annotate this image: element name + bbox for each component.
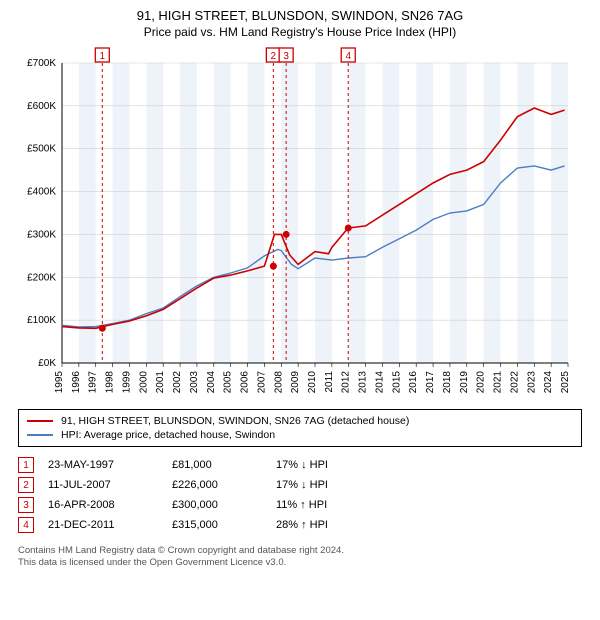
sale-badge: 4 [18, 517, 34, 533]
svg-text:2018: 2018 [442, 371, 453, 394]
svg-text:1999: 1999 [121, 371, 132, 394]
svg-text:£300K: £300K [27, 229, 56, 240]
sales-table: 1 23-MAY-1997 £81,000 17% ↓ HPI 2 11-JUL-2007… [18, 455, 582, 535]
svg-text:2019: 2019 [459, 371, 470, 394]
svg-text:£200K: £200K [27, 272, 56, 283]
svg-text:2001: 2001 [155, 371, 166, 394]
sale-diff: 11% ↑ HPI [276, 499, 386, 511]
sale-price: £300,000 [172, 499, 262, 511]
svg-text:2003: 2003 [189, 371, 200, 394]
svg-text:2011: 2011 [324, 371, 335, 393]
svg-text:2010: 2010 [307, 371, 318, 394]
svg-text:£700K: £700K [27, 58, 56, 69]
svg-text:2021: 2021 [493, 371, 504, 394]
sale-date: 21-DEC-2011 [48, 519, 158, 531]
svg-text:2008: 2008 [273, 371, 284, 394]
footnote-line-2: This data is licensed under the Open Gov… [18, 557, 582, 569]
chart-title: 91, HIGH STREET, BLUNSDON, SWINDON, SN26… [18, 8, 582, 23]
svg-text:2015: 2015 [391, 371, 402, 394]
svg-text:2006: 2006 [240, 371, 251, 394]
legend-row: HPI: Average price, detached house, Swin… [27, 428, 573, 442]
svg-text:2007: 2007 [256, 371, 267, 394]
sale-badge: 3 [18, 497, 34, 513]
chart-svg: £0K £100K £200K £300K £400K £500K £600K £700K 19… [18, 43, 578, 403]
sale-row: 4 21-DEC-2011 £315,000 28% ↑ HPI [18, 515, 582, 535]
svg-text:2020: 2020 [476, 371, 487, 394]
sale-row: 2 11-JUL-2007 £226,000 17% ↓ HPI [18, 475, 582, 495]
svg-text:2024: 2024 [543, 371, 554, 394]
svg-text:1997: 1997 [88, 371, 99, 394]
sale-date: 23-MAY-1997 [48, 459, 158, 471]
svg-text:2012: 2012 [341, 371, 352, 394]
sale-price: £315,000 [172, 519, 262, 531]
svg-text:2009: 2009 [290, 371, 301, 394]
svg-text:1996: 1996 [71, 371, 82, 394]
sale-diff: 17% ↓ HPI [276, 459, 386, 471]
svg-text:£0K: £0K [38, 358, 56, 369]
svg-text:2016: 2016 [408, 371, 419, 394]
svg-text:£600K: £600K [27, 101, 56, 112]
svg-text:4: 4 [345, 51, 351, 62]
price-chart: £0K £100K £200K £300K £400K £500K £600K £700K 19… [18, 43, 582, 403]
svg-text:2017: 2017 [425, 371, 436, 394]
footnote: Contains HM Land Registry data © Crown c… [18, 545, 582, 570]
svg-text:2023: 2023 [526, 371, 537, 394]
sale-date: 16-APR-2008 [48, 499, 158, 511]
svg-text:£100K: £100K [27, 315, 56, 326]
svg-text:2022: 2022 [509, 371, 520, 394]
legend-row: 91, HIGH STREET, BLUNSDON, SWINDON, SN26… [27, 414, 573, 428]
chart-subtitle: Price paid vs. HM Land Registry's House … [18, 25, 582, 39]
footnote-line-1: Contains HM Land Registry data © Crown c… [18, 545, 582, 557]
svg-text:2002: 2002 [172, 371, 183, 394]
svg-text:2004: 2004 [206, 371, 217, 394]
svg-text:3: 3 [283, 51, 289, 62]
svg-text:2: 2 [271, 51, 277, 62]
sale-row: 1 23-MAY-1997 £81,000 17% ↓ HPI [18, 455, 582, 475]
svg-text:£400K: £400K [27, 187, 56, 198]
svg-text:£500K: £500K [27, 144, 56, 155]
svg-text:1998: 1998 [105, 371, 116, 394]
svg-text:1: 1 [100, 51, 106, 62]
legend-box: 91, HIGH STREET, BLUNSDON, SWINDON, SN26… [18, 409, 582, 447]
sale-price: £226,000 [172, 479, 262, 491]
sale-diff: 28% ↑ HPI [276, 519, 386, 531]
svg-text:2025: 2025 [560, 371, 571, 394]
svg-text:2000: 2000 [138, 371, 149, 394]
svg-text:2014: 2014 [374, 371, 385, 394]
sale-date: 11-JUL-2007 [48, 479, 158, 491]
sale-badge: 2 [18, 477, 34, 493]
sale-price: £81,000 [172, 459, 262, 471]
svg-text:2013: 2013 [358, 371, 369, 394]
sale-diff: 17% ↓ HPI [276, 479, 386, 491]
sale-badge: 1 [18, 457, 34, 473]
sale-row: 3 16-APR-2008 £300,000 11% ↑ HPI [18, 495, 582, 515]
legend-label: 91, HIGH STREET, BLUNSDON, SWINDON, SN26… [61, 415, 409, 427]
svg-text:2005: 2005 [223, 371, 234, 394]
legend-swatch [27, 434, 53, 436]
svg-text:1995: 1995 [54, 371, 65, 394]
legend-swatch [27, 420, 53, 422]
legend-label: HPI: Average price, detached house, Swin… [61, 429, 275, 441]
